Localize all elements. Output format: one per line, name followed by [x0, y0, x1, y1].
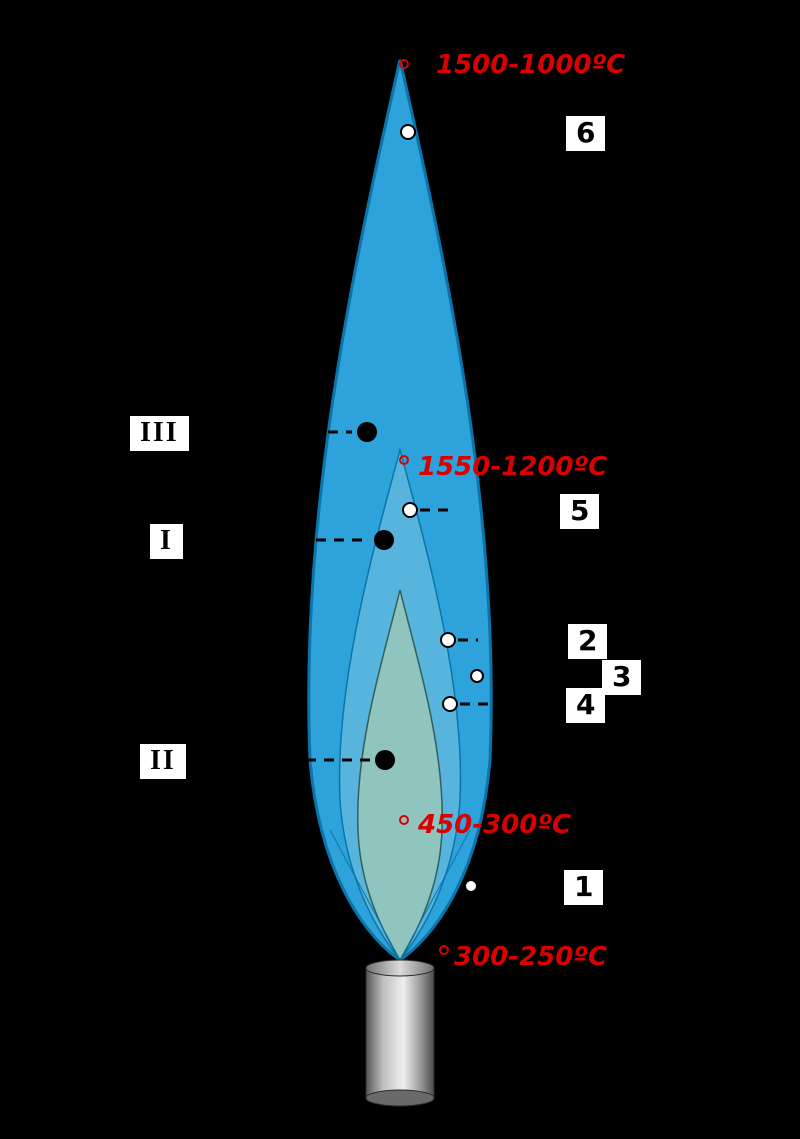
burner-bottom: [366, 1090, 434, 1106]
temp-ring-t4: [440, 946, 448, 954]
marker-R2: [441, 633, 455, 647]
temp-label-t3: 450-300ºC: [418, 810, 571, 840]
marker-R4: [443, 697, 457, 711]
flame-diagram: [0, 0, 800, 1139]
marker-R3: [471, 670, 483, 682]
marker-L1: [374, 530, 394, 550]
label-L1: I: [150, 524, 183, 559]
temp-label-t2: 1550-1200ºC: [418, 452, 607, 482]
label-R4: 4: [566, 688, 605, 723]
marker-R1: [465, 880, 477, 892]
burner-top: [366, 960, 434, 976]
label-R2: 2: [568, 624, 607, 659]
temp-label-t1: 1500-1000ºC: [436, 50, 625, 80]
label-L2: II: [140, 744, 186, 779]
marker-R5: [403, 503, 417, 517]
label-R5: 5: [560, 494, 599, 529]
marker-L2: [375, 750, 395, 770]
label-R1: 1: [564, 870, 603, 905]
label-R3: 3: [602, 660, 641, 695]
label-L3: III: [130, 416, 189, 451]
marker-L3: [357, 422, 377, 442]
burner-tube: [366, 968, 434, 1098]
label-R6: 6: [566, 116, 605, 151]
temp-label-t4: 300-250ºC: [454, 942, 607, 972]
marker-R6: [401, 125, 415, 139]
